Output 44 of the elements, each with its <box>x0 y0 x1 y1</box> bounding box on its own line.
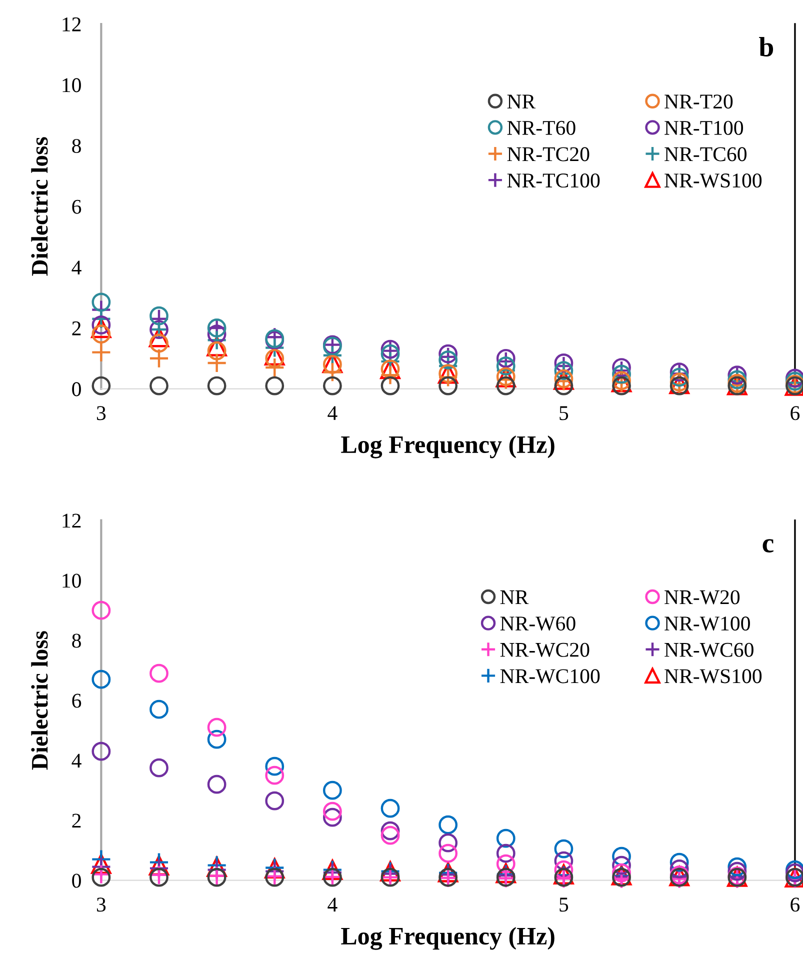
y-tick-label: 6 <box>72 694 82 708</box>
legend-label: NR-WS100 <box>664 669 762 684</box>
y-tick-label: 12 <box>62 17 81 32</box>
legend-label: NR-T20 <box>664 94 733 109</box>
legend-label: NR-WC20 <box>500 642 590 657</box>
y-axis-title: Dielectric loss <box>31 137 48 276</box>
legend-label: NR-TC20 <box>507 147 590 162</box>
y-tick-label: 0 <box>72 382 81 396</box>
legend-label: NR-TC60 <box>664 147 747 162</box>
x-axis-title: Log Frequency (Hz) <box>341 926 554 950</box>
legend-label: NR-T60 <box>507 120 576 135</box>
legend-label: NR-W100 <box>664 616 750 631</box>
legend-label: NR <box>507 94 536 108</box>
y-tick-label: 8 <box>72 634 81 648</box>
legend-label: NR-W20 <box>664 590 740 604</box>
y-tick-label: 12 <box>62 514 81 528</box>
legend-label: NR-WC60 <box>664 642 754 657</box>
y-tick-label: 4 <box>72 754 82 768</box>
x-tick-label: 3 <box>96 406 106 420</box>
y-tick-label: 2 <box>72 321 81 336</box>
legend-label: NR-T100 <box>664 120 744 135</box>
y-tick-label: 6 <box>72 200 82 214</box>
x-tick-label: 5 <box>560 406 568 420</box>
legend-label: NR-WS100 <box>664 173 762 188</box>
x-tick-label: 6 <box>790 406 800 420</box>
x-tick-label: 4 <box>328 898 338 912</box>
x-tick-label: 3 <box>96 898 106 912</box>
legend-label: NR-WC100 <box>500 669 600 684</box>
y-tick-label: 2 <box>72 814 81 828</box>
y-tick-label: 10 <box>62 574 81 588</box>
y-tick-label: 0 <box>72 874 81 888</box>
annotation: c <box>762 539 774 552</box>
y-axis-title: Dielectric loss <box>31 631 48 770</box>
legend-label: NR-W60 <box>500 616 576 631</box>
y-tick-label: 4 <box>72 260 82 274</box>
x-axis-title: Log Frequency (Hz) <box>341 435 554 458</box>
y-tick-label: 10 <box>62 78 81 92</box>
x-tick-label: 5 <box>560 898 568 912</box>
x-tick-label: 6 <box>790 898 800 912</box>
y-tick-label: 8 <box>72 138 81 154</box>
legend-label: NR-TC100 <box>507 173 600 188</box>
legend-label: NR <box>500 590 529 604</box>
x-tick-label: 4 <box>328 406 338 420</box>
annotation: b <box>759 36 774 56</box>
